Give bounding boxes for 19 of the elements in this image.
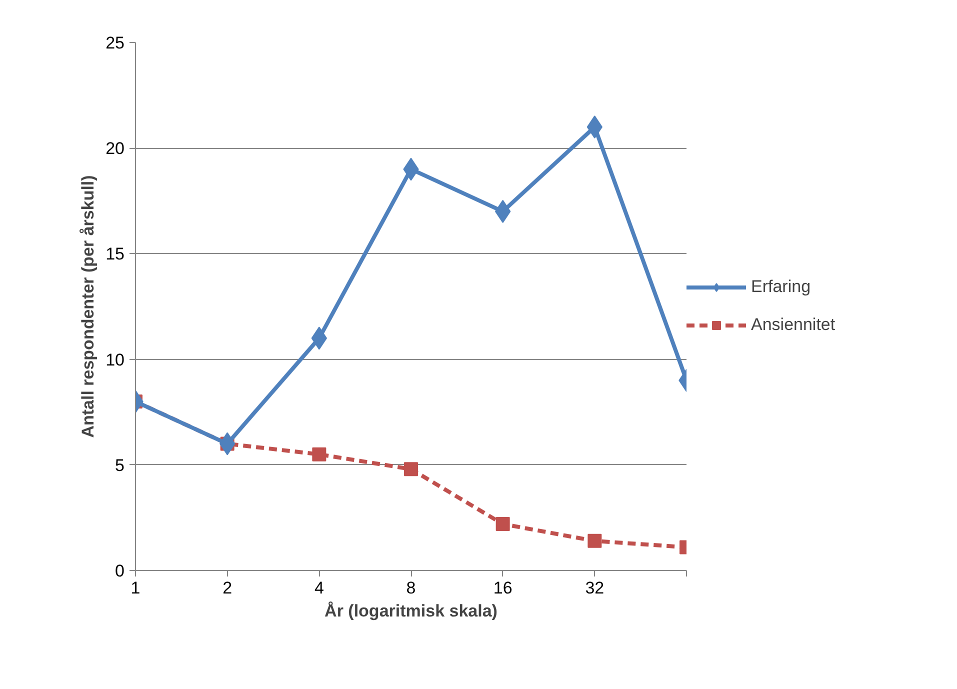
x-tick-label: 4 — [314, 578, 324, 598]
legend-label: Ansiennitet — [751, 315, 836, 335]
y-axis-title: Antall respondenter (per årskull) — [78, 175, 98, 438]
y-tick-label: 15 — [106, 244, 125, 264]
y-tick-label: 0 — [115, 562, 125, 580]
y-tick-label: 25 — [106, 34, 125, 52]
x-tick-label: 32 — [585, 578, 604, 598]
x-tick-label: 8 — [406, 578, 416, 598]
point — [404, 462, 418, 476]
legend-label: Erfaring — [751, 277, 811, 297]
x-tick-label: 16 — [493, 578, 512, 598]
y-tick-label: 20 — [106, 139, 125, 158]
x-axis-title: År (logaritmisk skala) — [324, 602, 498, 620]
y-tick-label: 5 — [115, 456, 125, 475]
y-tick-label: 10 — [106, 350, 125, 370]
x-tick-label: 2 — [222, 578, 232, 598]
point — [496, 517, 510, 532]
x-tick-label: 1 — [130, 578, 140, 598]
point — [312, 447, 326, 462]
